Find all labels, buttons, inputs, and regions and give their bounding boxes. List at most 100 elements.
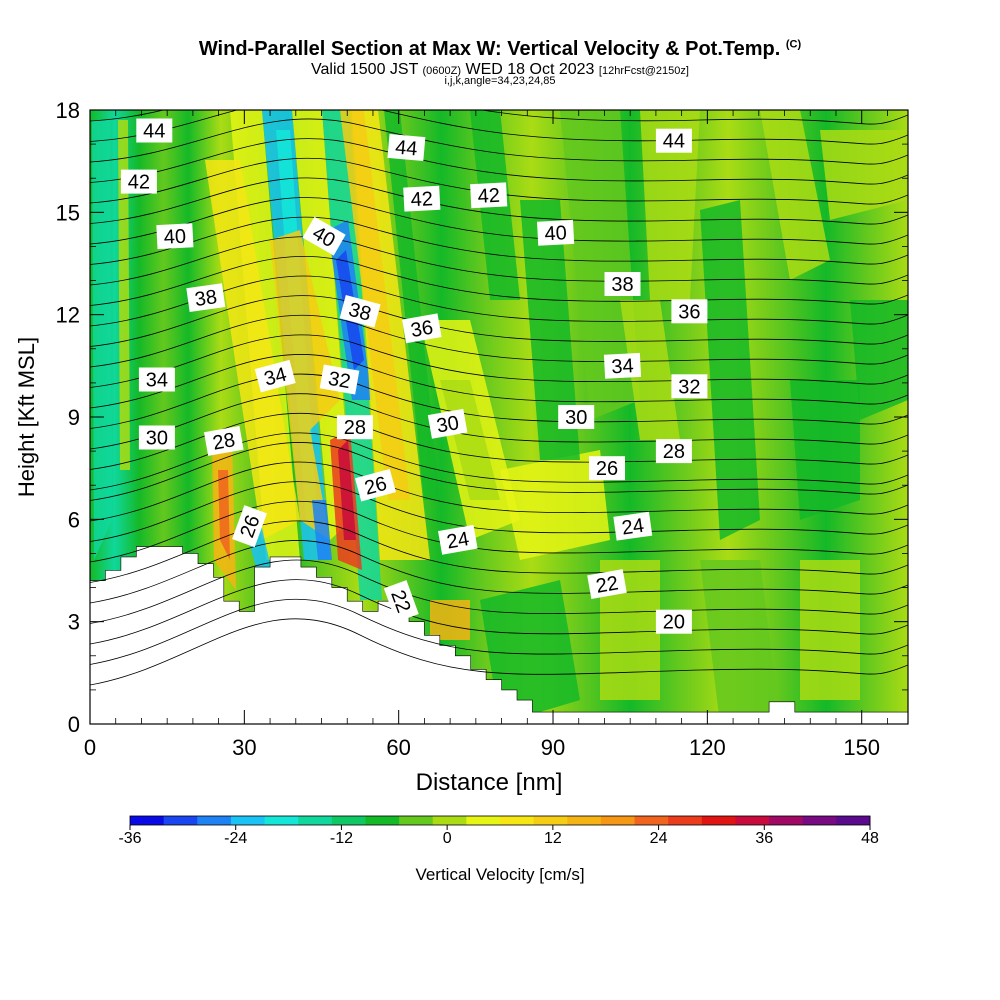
contour-label-box xyxy=(156,223,194,250)
contour-label-box xyxy=(536,219,575,246)
contour-label-box xyxy=(136,118,173,143)
contour-label: 44 xyxy=(655,128,692,153)
theta-contour xyxy=(90,110,908,145)
y-tick-label: 6 xyxy=(68,507,80,532)
theta-contour xyxy=(90,314,908,368)
colorbar-swatch xyxy=(197,816,232,825)
theta-contour xyxy=(90,373,908,429)
contour-label: 44 xyxy=(387,133,426,162)
contour-label-box xyxy=(319,364,360,395)
y-tick-label: 15 xyxy=(56,200,80,225)
colorbar-label: Vertical Velocity [cm/s] xyxy=(415,865,584,884)
contour-label-box xyxy=(587,569,627,600)
contour-label: 36 xyxy=(671,299,708,324)
theta-contour xyxy=(90,461,908,522)
theta-contour xyxy=(90,295,908,347)
colorbar-swatch xyxy=(701,816,736,825)
colorbar-swatch xyxy=(264,816,299,825)
theta-contour xyxy=(90,618,908,686)
contour-label-box xyxy=(302,216,346,256)
colorbar-swatch xyxy=(802,816,837,825)
theta-contour xyxy=(90,500,908,563)
contour-label: 34 xyxy=(138,367,175,392)
contour-label: 24 xyxy=(613,511,653,541)
theta-contour xyxy=(90,275,908,327)
velocity-region xyxy=(480,580,580,724)
colorbar-tick-label: -12 xyxy=(330,830,353,847)
chart-indices: i,j,k,angle=34,23,24,85 xyxy=(444,75,556,87)
contour-label-text: 28 xyxy=(211,429,237,455)
contour-label: 24 xyxy=(437,524,478,555)
theta-contour xyxy=(90,197,908,245)
colorbar-swatch xyxy=(500,816,535,825)
y-axis-label: Height [Kft MSL] xyxy=(14,337,39,497)
colorbar: -36 -24 -12 0 12 24 36 48 Vertical Velocity [cm/… xyxy=(118,815,879,884)
contour-label-text: 32 xyxy=(678,376,700,398)
contour-label: 20 xyxy=(655,609,692,634)
velocity-region xyxy=(600,560,660,700)
contour-label: 22 xyxy=(587,569,627,600)
colorbar-tick-label: 24 xyxy=(650,830,668,847)
contour-label-text: 24 xyxy=(445,528,471,554)
contour-label: 30 xyxy=(138,425,175,450)
contour-label-text: 40 xyxy=(163,226,186,249)
contour-label-box xyxy=(437,524,478,555)
velocity-region xyxy=(520,200,580,460)
theta-contour xyxy=(90,520,908,583)
contour-label-text: 44 xyxy=(663,131,685,153)
contour-label-text: 30 xyxy=(146,428,168,450)
velocity-region xyxy=(312,500,332,560)
contour-label-box xyxy=(655,128,692,153)
contour-label-text: 42 xyxy=(477,185,500,208)
colorbar-swatch xyxy=(163,816,198,825)
theta-contour xyxy=(90,598,908,665)
velocity-region xyxy=(430,600,470,640)
velocity-region xyxy=(270,230,340,540)
x-tick-label: 60 xyxy=(386,735,410,760)
colorbar-swatch xyxy=(432,816,467,825)
colorbar-swatch xyxy=(399,816,434,825)
theta-contours xyxy=(90,110,908,686)
contour-label-box xyxy=(403,185,441,212)
colorbar-tick-label: 36 xyxy=(755,830,773,847)
colorbar-swatch xyxy=(769,816,804,825)
velocity-region xyxy=(850,300,908,420)
colorbar-frame xyxy=(129,815,871,826)
theta-contour xyxy=(90,393,908,450)
colorbar-swatch xyxy=(298,816,333,825)
theta-contour xyxy=(90,177,908,225)
contour-label: 28 xyxy=(655,439,692,464)
contour-label-text: 34 xyxy=(611,355,634,378)
colorbar-swatch xyxy=(836,816,871,825)
chart-subtitle: Valid 1500 JST (0600Z) WED 18 Oct 2023 [… xyxy=(311,61,689,78)
x-tick-label: 90 xyxy=(541,735,565,760)
theta-contour xyxy=(90,540,908,604)
colorbar-tick-label: 0 xyxy=(443,830,452,847)
contour-label: 36 xyxy=(401,313,442,344)
contour-label-text: 36 xyxy=(678,301,700,323)
contour-label: 34 xyxy=(254,359,296,393)
terrain-mask xyxy=(89,546,909,725)
y-tick-label: 12 xyxy=(56,303,80,328)
velocity-region xyxy=(218,470,230,560)
contour-label-box xyxy=(604,272,641,296)
contour-label-text: 32 xyxy=(326,368,352,394)
colorbar-swatch xyxy=(567,816,602,825)
velocity-region xyxy=(790,380,860,520)
colorbar-tick-label: -36 xyxy=(118,830,141,847)
theta-contour xyxy=(90,138,908,185)
chart-title: Wind-Parallel Section at Max W: Vertical… xyxy=(198,38,802,60)
velocity-region xyxy=(820,130,908,220)
contour-label-box xyxy=(186,283,226,312)
contour-label-box xyxy=(671,374,708,399)
theta-contour xyxy=(90,481,908,542)
contour-label-box xyxy=(613,511,653,541)
x-axis-label: Distance [nm] xyxy=(416,769,563,796)
contour-label-box xyxy=(138,425,175,450)
contour-label: 38 xyxy=(604,272,641,296)
theta-contour xyxy=(90,110,908,125)
contour-label-text: 26 xyxy=(596,458,618,480)
x-tick-label: 150 xyxy=(843,735,880,760)
